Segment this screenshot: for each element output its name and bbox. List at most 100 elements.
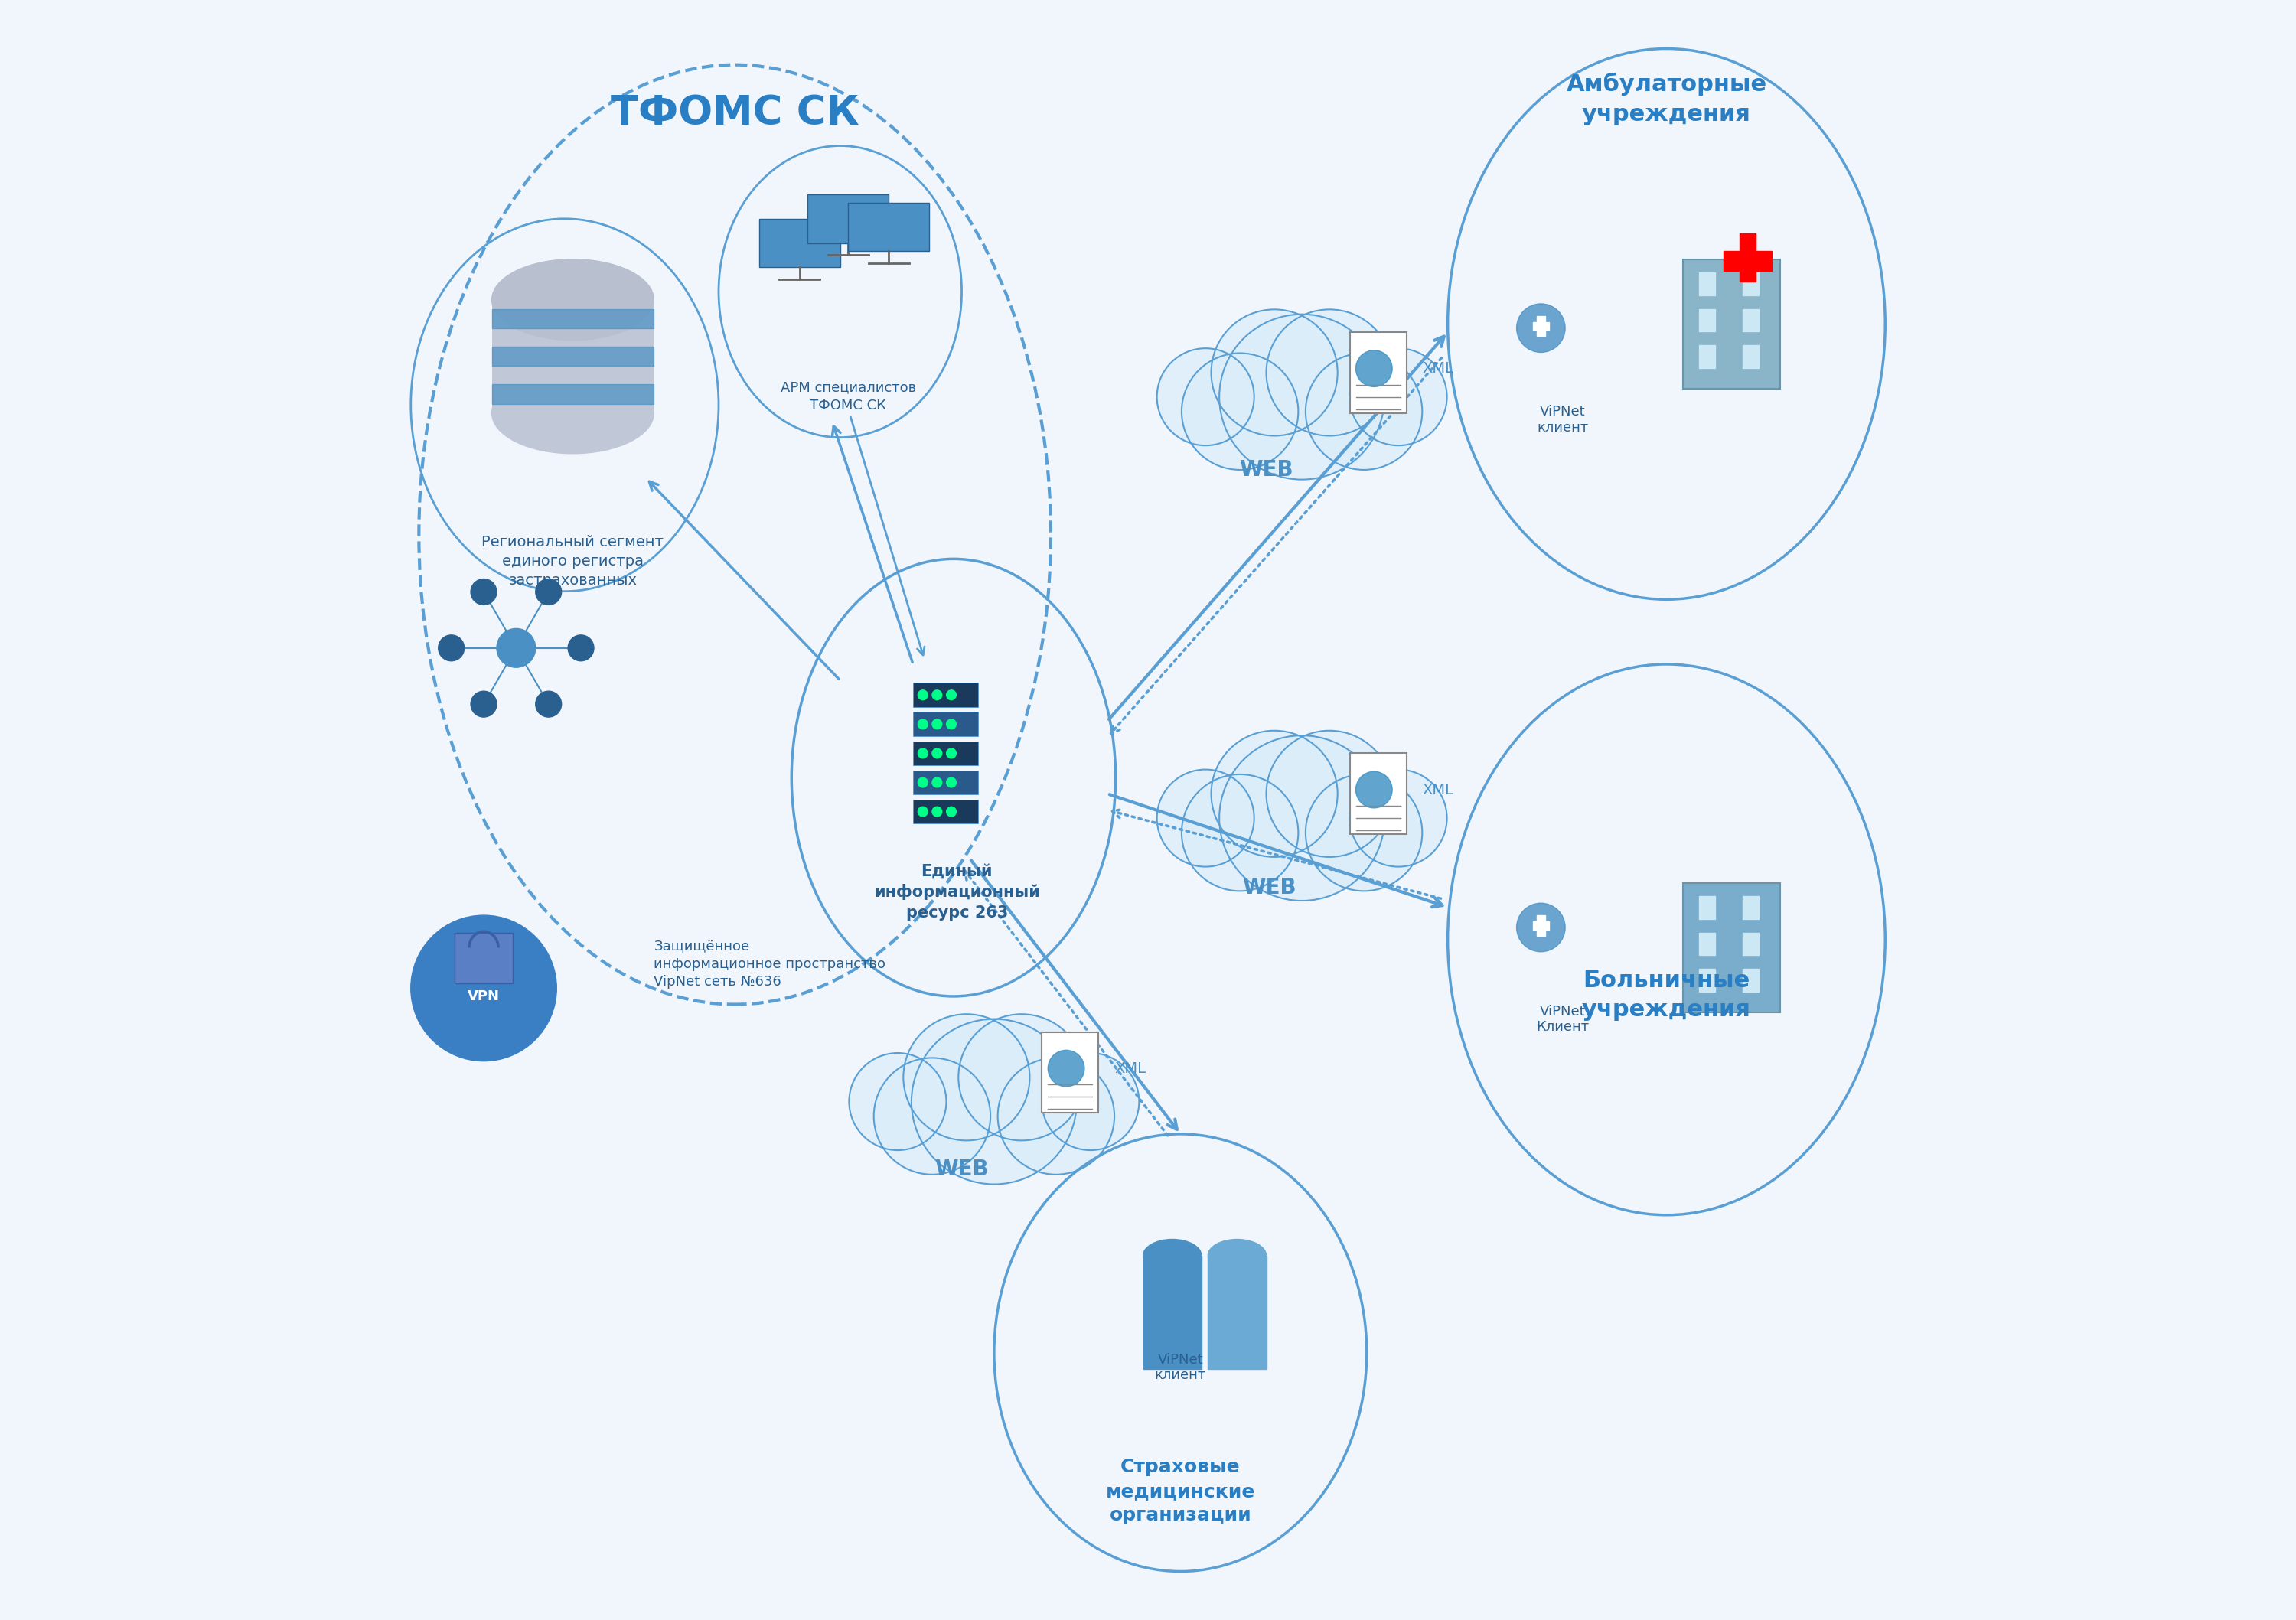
Circle shape bbox=[1518, 904, 1566, 953]
Circle shape bbox=[918, 748, 928, 758]
Bar bbox=[1699, 272, 1715, 295]
Circle shape bbox=[1219, 735, 1384, 901]
Circle shape bbox=[946, 719, 955, 729]
Circle shape bbox=[946, 778, 955, 787]
Text: WEB: WEB bbox=[1240, 458, 1293, 481]
FancyBboxPatch shape bbox=[1042, 1032, 1097, 1113]
Text: ViPNet
Клиент: ViPNet Клиент bbox=[1536, 1004, 1589, 1034]
Ellipse shape bbox=[491, 259, 654, 340]
Circle shape bbox=[932, 690, 941, 700]
Circle shape bbox=[535, 578, 563, 604]
Circle shape bbox=[918, 690, 928, 700]
Circle shape bbox=[1157, 348, 1254, 446]
Text: Больничные
учреждения: Больничные учреждения bbox=[1582, 969, 1752, 1021]
FancyBboxPatch shape bbox=[914, 711, 978, 735]
Text: XML: XML bbox=[1424, 782, 1453, 797]
Circle shape bbox=[1350, 348, 1446, 446]
Text: Страховые
медицинские
организации: Страховые медицинские организации bbox=[1107, 1458, 1256, 1524]
Circle shape bbox=[932, 778, 941, 787]
Circle shape bbox=[999, 1058, 1114, 1174]
Bar bbox=[1699, 896, 1715, 919]
Bar bbox=[1743, 309, 1759, 332]
Bar bbox=[491, 384, 654, 403]
FancyBboxPatch shape bbox=[1350, 753, 1407, 834]
Circle shape bbox=[1182, 353, 1297, 470]
Circle shape bbox=[1267, 309, 1394, 436]
Bar bbox=[1534, 322, 1550, 330]
Bar bbox=[1724, 251, 1773, 271]
Bar bbox=[1743, 896, 1759, 919]
Circle shape bbox=[918, 778, 928, 787]
Text: ViPNet
клиент: ViPNet клиент bbox=[1155, 1353, 1205, 1382]
Bar bbox=[491, 309, 654, 329]
FancyBboxPatch shape bbox=[914, 771, 978, 794]
Circle shape bbox=[912, 1019, 1077, 1184]
Text: ТФОМС СК: ТФОМС СК bbox=[611, 94, 859, 133]
Bar bbox=[1743, 933, 1759, 956]
Bar bbox=[1743, 272, 1759, 295]
Circle shape bbox=[1047, 1050, 1084, 1087]
Circle shape bbox=[957, 1014, 1084, 1140]
Bar bbox=[1536, 316, 1545, 337]
Circle shape bbox=[1306, 353, 1421, 470]
FancyBboxPatch shape bbox=[914, 684, 978, 706]
Circle shape bbox=[902, 1014, 1029, 1140]
Bar bbox=[1534, 922, 1550, 930]
Bar bbox=[1743, 969, 1759, 991]
Circle shape bbox=[1518, 305, 1566, 353]
Circle shape bbox=[932, 719, 941, 729]
Circle shape bbox=[439, 635, 464, 661]
Circle shape bbox=[1157, 769, 1254, 867]
FancyBboxPatch shape bbox=[808, 194, 889, 243]
Bar bbox=[1208, 1255, 1267, 1369]
Text: XML: XML bbox=[1424, 361, 1453, 376]
Circle shape bbox=[496, 629, 535, 667]
Circle shape bbox=[411, 915, 556, 1061]
FancyBboxPatch shape bbox=[914, 742, 978, 766]
Circle shape bbox=[850, 1053, 946, 1150]
Text: WEB: WEB bbox=[934, 1158, 990, 1181]
FancyBboxPatch shape bbox=[914, 800, 978, 823]
Bar bbox=[1536, 915, 1545, 936]
Text: VPN: VPN bbox=[468, 990, 501, 1003]
Bar bbox=[491, 300, 654, 413]
Bar bbox=[1743, 345, 1759, 368]
FancyBboxPatch shape bbox=[1350, 332, 1407, 413]
Text: Единый
информационный
ресурс 263: Единый информационный ресурс 263 bbox=[875, 863, 1040, 920]
FancyBboxPatch shape bbox=[1683, 883, 1779, 1012]
Bar bbox=[1699, 345, 1715, 368]
Text: XML: XML bbox=[1116, 1061, 1146, 1076]
Circle shape bbox=[1267, 731, 1394, 857]
Circle shape bbox=[875, 1058, 990, 1174]
Circle shape bbox=[918, 719, 928, 729]
FancyBboxPatch shape bbox=[1683, 259, 1779, 389]
Bar bbox=[1740, 233, 1756, 282]
FancyBboxPatch shape bbox=[455, 933, 512, 983]
Circle shape bbox=[946, 748, 955, 758]
Bar bbox=[1699, 969, 1715, 991]
Circle shape bbox=[1042, 1053, 1139, 1150]
Text: WEB: WEB bbox=[1242, 876, 1297, 899]
Circle shape bbox=[946, 690, 955, 700]
Ellipse shape bbox=[1143, 1239, 1201, 1272]
Circle shape bbox=[471, 578, 496, 604]
Bar bbox=[1699, 309, 1715, 332]
Circle shape bbox=[471, 692, 496, 718]
Ellipse shape bbox=[491, 373, 654, 454]
Circle shape bbox=[1212, 309, 1339, 436]
Circle shape bbox=[946, 807, 955, 816]
Text: Региональный сегмент
единого регистра
застрахованных: Региональный сегмент единого регистра за… bbox=[482, 535, 664, 588]
Circle shape bbox=[1357, 771, 1391, 808]
Circle shape bbox=[1212, 731, 1339, 857]
FancyBboxPatch shape bbox=[760, 219, 840, 267]
Bar bbox=[1699, 933, 1715, 956]
Ellipse shape bbox=[1208, 1239, 1267, 1272]
FancyBboxPatch shape bbox=[847, 202, 930, 251]
Circle shape bbox=[535, 692, 563, 718]
Circle shape bbox=[1219, 314, 1384, 480]
Text: Амбулаторные
учреждения: Амбулаторные учреждения bbox=[1566, 73, 1768, 125]
Circle shape bbox=[1182, 774, 1297, 891]
Circle shape bbox=[918, 807, 928, 816]
Text: Защищённое
информационное пространство
VipNet сеть №636: Защищённое информационное пространство V… bbox=[654, 940, 886, 988]
Bar bbox=[491, 347, 654, 366]
